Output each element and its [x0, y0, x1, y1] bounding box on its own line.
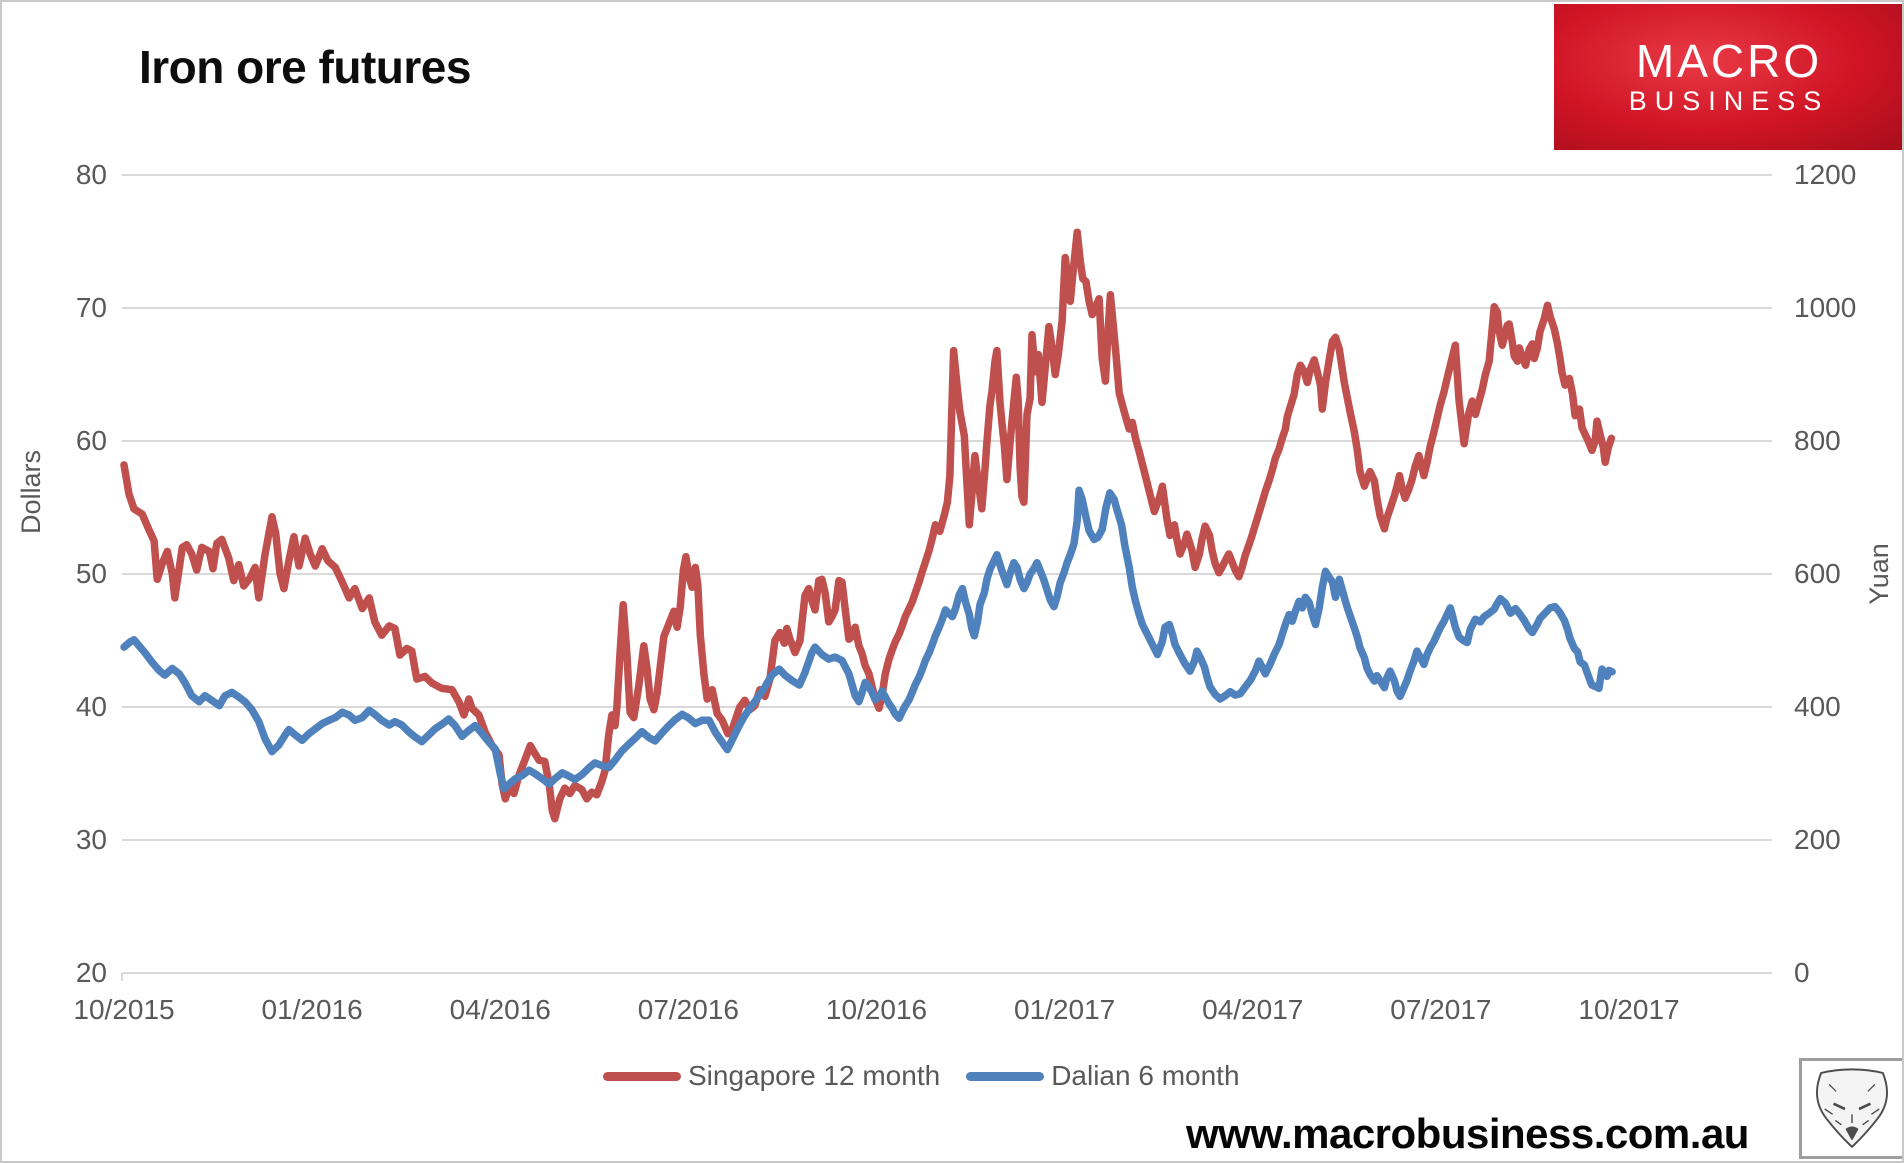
- legend-label-dalian: Dalian 6 month: [1051, 1060, 1240, 1091]
- svg-text:04/2016: 04/2016: [450, 994, 551, 1025]
- chart-legend: Singapore 12 month Dalian 6 month: [603, 1060, 1240, 1092]
- fox-icon: [1816, 1067, 1888, 1148]
- page-title: Iron ore futures: [139, 41, 471, 93]
- svg-text:01/2017: 01/2017: [1014, 994, 1115, 1025]
- svg-text:Dollars: Dollars: [16, 450, 46, 534]
- logo-text-macro: MACRO: [1635, 34, 1823, 87]
- legend-label-singapore: Singapore 12 month: [688, 1060, 941, 1091]
- singapore-line-swatch-icon: [603, 1071, 681, 1081]
- fox-logo-box: [1799, 1058, 1902, 1159]
- macrobusiness-logo: MACRO BUSINESS: [1554, 4, 1902, 150]
- svg-text:600: 600: [1794, 558, 1841, 589]
- svg-text:50: 50: [76, 558, 107, 589]
- legend-item-dalian: Dalian 6 month: [966, 1060, 1240, 1092]
- svg-text:10/2017: 10/2017: [1578, 994, 1679, 1025]
- website-url: www.macrobusiness.com.au: [1186, 1110, 1749, 1157]
- svg-text:04/2017: 04/2017: [1202, 994, 1303, 1025]
- svg-text:400: 400: [1794, 691, 1841, 722]
- svg-text:20: 20: [76, 957, 107, 988]
- svg-text:60: 60: [76, 425, 107, 456]
- svg-text:0: 0: [1794, 957, 1810, 988]
- svg-text:70: 70: [76, 292, 107, 323]
- svg-text:Yuan: Yuan: [1864, 543, 1894, 605]
- legend-item-singapore: Singapore 12 month: [603, 1060, 940, 1092]
- svg-text:1000: 1000: [1794, 292, 1856, 323]
- svg-text:07/2017: 07/2017: [1390, 994, 1491, 1025]
- logo-text-business: BUSINESS: [1628, 85, 1830, 116]
- svg-text:10/2015: 10/2015: [73, 994, 174, 1025]
- svg-text:10/2016: 10/2016: [826, 994, 927, 1025]
- svg-text:80: 80: [76, 159, 107, 190]
- svg-text:1200: 1200: [1794, 159, 1856, 190]
- svg-text:30: 30: [76, 824, 107, 855]
- dalian-line-swatch-icon: [966, 1071, 1045, 1081]
- svg-text:40: 40: [76, 691, 107, 722]
- svg-text:01/2016: 01/2016: [262, 994, 363, 1025]
- svg-text:200: 200: [1794, 824, 1841, 855]
- svg-text:07/2016: 07/2016: [638, 994, 739, 1025]
- svg-text:800: 800: [1794, 425, 1841, 456]
